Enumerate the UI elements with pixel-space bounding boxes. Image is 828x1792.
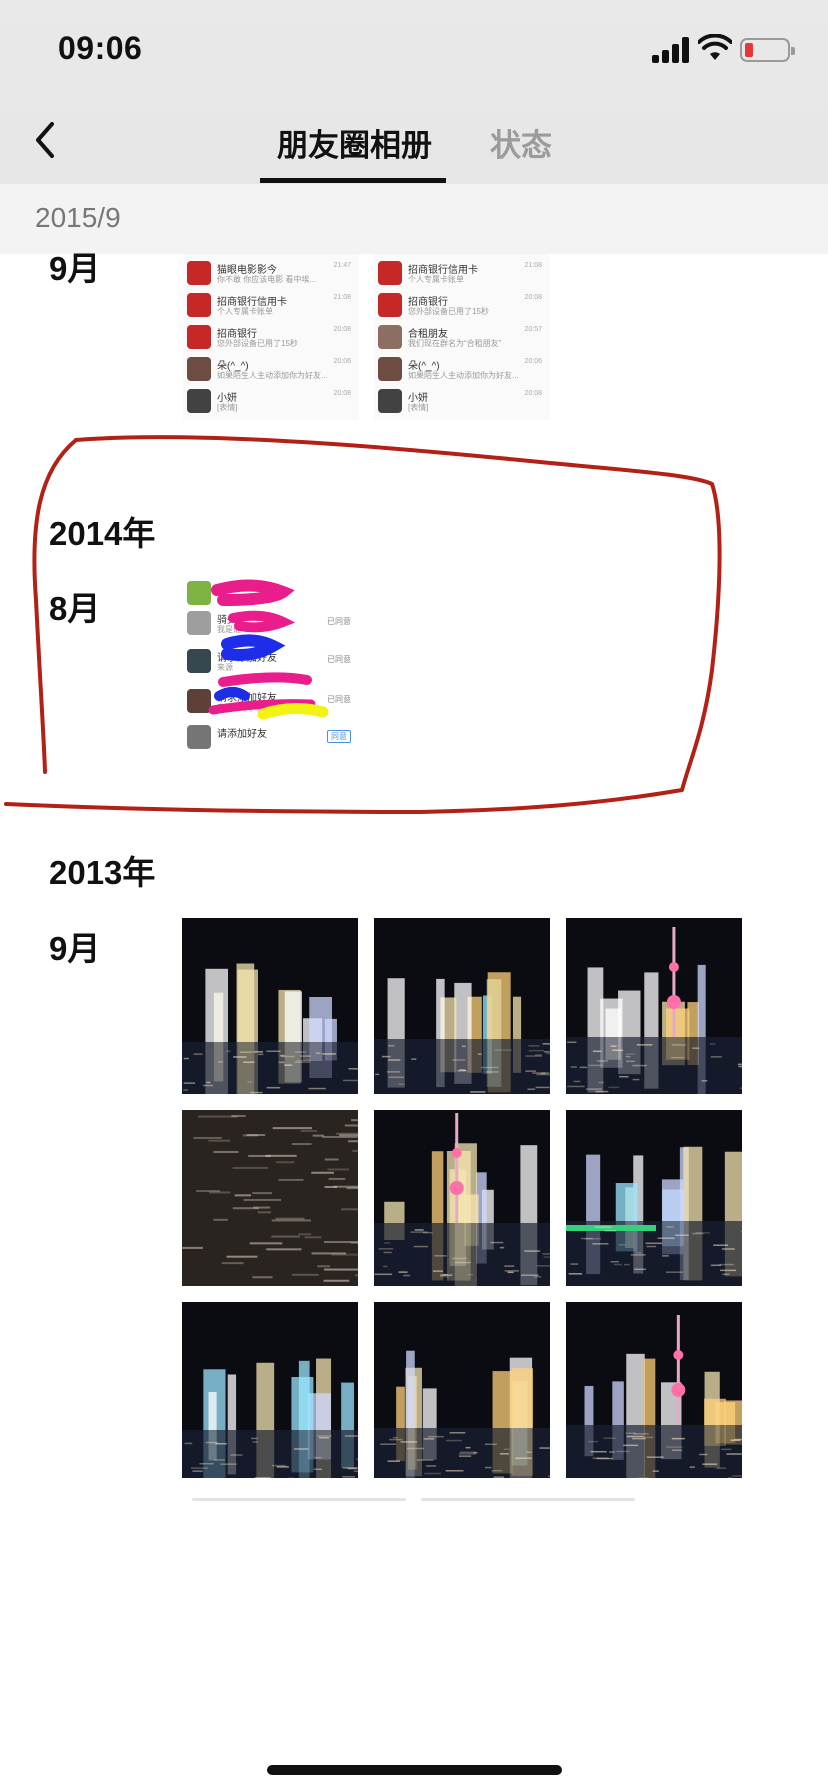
post-thumbnail[interactable]: 招商银行信用卡 个人专属卡账单 21:08 招商银行 您外部设备已用了15秒 2…: [374, 254, 550, 420]
photo-thumbnail[interactable]: [566, 1110, 742, 1286]
photo-thumbnail[interactable]: [566, 918, 742, 1094]
list-item: 招商银行信用卡 个人专属卡账单 21:08: [187, 290, 355, 320]
photo-thumbnail[interactable]: [182, 918, 358, 1094]
list-item: 招商银行 您外部设备已用了15秒 20:08: [187, 322, 355, 352]
month-label: 9月: [49, 930, 101, 967]
month-label: 9月: [49, 250, 101, 287]
active-tab-underline: [260, 178, 446, 183]
photo-thumbnail[interactable]: [182, 1302, 358, 1478]
tab-moments-album[interactable]: 朋友圈相册: [277, 128, 432, 163]
year-label: 2014年: [49, 515, 156, 552]
back-chevron-icon[interactable]: [30, 118, 60, 162]
tab-status[interactable]: 状态: [490, 128, 552, 163]
photo-thumbnail[interactable]: [374, 1110, 550, 1286]
list-item: 招商银行信用卡 个人专属卡账单 21:08: [378, 258, 546, 288]
sticky-date-bar: 2015/9: [0, 184, 828, 254]
list-item: 小妍 [表情] 20:08: [378, 386, 546, 416]
list-item: 招商银行 您外部设备已用了15秒 20:08: [378, 290, 546, 320]
list-item: 朵(^_^) 如果陌生人主动添加你为好友... 20:06: [187, 354, 355, 384]
home-indicator: [267, 1765, 562, 1775]
month-label: 8月: [49, 590, 101, 627]
year-label: 2013年: [49, 854, 156, 891]
redaction-scribble: [208, 579, 329, 720]
photo-thumbnail[interactable]: [566, 1302, 742, 1478]
sticky-date-label: 2015/9: [35, 202, 121, 233]
list-item: 猫眼电影影今 你不敢 你应该电影 看中埃... 21:47: [187, 258, 355, 288]
wifi-icon: [698, 34, 732, 60]
post-thumbnail[interactable]: 猫眼电影影今 你不敢 你应该电影 看中埃... 21:47 招商银行信用卡 个人…: [183, 254, 359, 420]
photo-thumbnail[interactable]: [374, 1302, 550, 1478]
list-item: 小妍 [表情] 20:08: [187, 386, 355, 416]
photo-thumbnail[interactable]: [374, 918, 550, 1094]
list-item: 朵(^_^) 如果陌生人主动添加你为好友... 20:06: [378, 354, 546, 384]
photo-thumbnail[interactable]: [182, 1110, 358, 1286]
post-thumbnail[interactable]: 骑头 我是谁 已同意 请求添加好友 来源 已同意 请求添加好友 来源：QQ号 已…: [183, 578, 359, 758]
list-item: 合租朋友 我们现在群名为“合租朋友” 20:57: [378, 322, 546, 352]
page-indicator: [192, 1498, 406, 1501]
status-time: 09:06: [58, 30, 143, 66]
battery-icon: [740, 38, 795, 62]
cellular-signal-icon: [652, 37, 692, 63]
top-bar: 09:06 朋友圈相册 状态: [0, 0, 828, 184]
page-indicator: [421, 1498, 635, 1501]
